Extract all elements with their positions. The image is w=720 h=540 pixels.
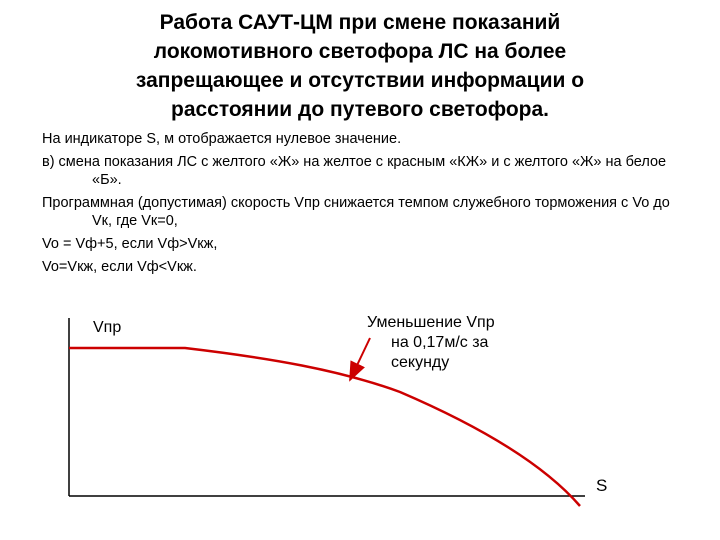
annotation-line-1: Уменьшение Vпр <box>367 314 495 331</box>
title-line-1: Работа САУТ-ЦМ при смене показаний <box>159 11 561 34</box>
paragraph-signal-change: в) смена показания ЛС с желтого «Ж» на ж… <box>42 154 667 188</box>
paragraph-indicator: На индикаторе S, м отображается нулевое … <box>42 131 402 147</box>
body-text: На индикаторе S, м отображается нулевое … <box>42 130 682 281</box>
paragraph-vo-formula-1: Vo = Vф+5, если Vф>Vкж, <box>42 236 218 252</box>
paragraph-program-speed: Программная (допустимая) скорость Vпр сн… <box>42 195 670 229</box>
title-line-3: запрещающее и отсутствии информации о <box>135 69 585 92</box>
speed-curve <box>69 346 581 507</box>
deceleration-annotation: Уменьшение Vпр на 0,17м/с за секунду <box>367 313 567 373</box>
slide-title: Работа САУТ-ЦМ при смене показаний локом… <box>40 8 680 124</box>
annotation-line-3: секунду <box>391 354 450 371</box>
annotation-arrow <box>349 337 371 382</box>
title-line-4: расстоянии до путевого светофора. <box>171 98 549 121</box>
x-axis-label: S <box>596 476 608 495</box>
annotation-line-2: на 0,17м/с за <box>391 334 489 351</box>
paragraph-vo-formula-2: Vo=Vкж, если Vф<Vкж. <box>42 259 197 275</box>
title-line-2: локомотивного светофора ЛС на более <box>153 40 567 63</box>
y-axis-label: Vпр <box>93 319 122 336</box>
